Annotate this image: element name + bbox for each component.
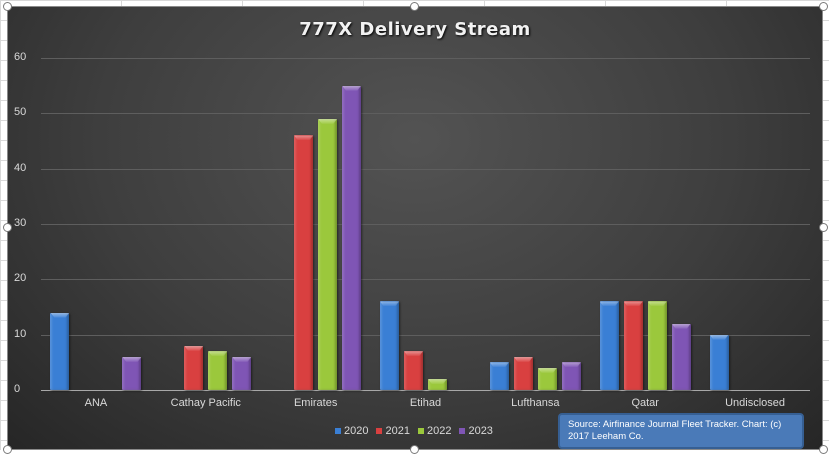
x-category-label: Etihad xyxy=(409,397,442,409)
x-category-label: Lufthansa xyxy=(511,397,560,409)
bar-lufthansa-2023[interactable] xyxy=(561,362,581,390)
bar-undisclosed-2020[interactable] xyxy=(709,334,729,390)
gridline xyxy=(41,168,810,170)
resize-handle-top-left[interactable] xyxy=(3,2,12,11)
source-note-box[interactable]: Source: Airfinance Journal Fleet Tracker… xyxy=(558,413,804,449)
chart-title[interactable]: 777X Delivery Stream xyxy=(299,19,531,40)
legend-label: 2021 xyxy=(385,425,410,437)
x-category-label: Qatar xyxy=(631,397,659,409)
bar-etihad-2020[interactable] xyxy=(380,301,399,390)
x-category-label: Emirates xyxy=(293,397,338,409)
x-category-label: Undisclosed xyxy=(725,397,786,409)
y-tick-label: 20 xyxy=(14,272,27,285)
y-tick-label: 60 xyxy=(14,51,27,63)
bar-cathay-pacific-2023[interactable] xyxy=(232,356,252,390)
legend-item-2023[interactable]: 2023 xyxy=(459,425,493,437)
legend-label: 2022 xyxy=(426,425,452,437)
legend-swatch-icon xyxy=(459,428,466,434)
x-axis-line xyxy=(41,390,810,391)
gridline xyxy=(41,113,810,115)
bar-lufthansa-2021[interactable] xyxy=(513,356,533,390)
legend-swatch-icon xyxy=(376,428,383,434)
source-note-line2: 2017 Leeham Co. xyxy=(568,431,644,442)
legend-item-2020[interactable]: 2020 xyxy=(335,425,368,437)
y-tick-label: 50 xyxy=(14,106,27,119)
y-tick-label: 0 xyxy=(14,383,21,395)
legend-swatch-icon xyxy=(417,428,424,434)
bar-lufthansa-2022[interactable] xyxy=(537,367,557,390)
source-note-line1: Source: Airfinance Journal Fleet Tracker… xyxy=(568,419,782,430)
bar-etihad-2022[interactable] xyxy=(428,378,447,390)
gridline xyxy=(41,58,810,59)
legend[interactable]: 2020 2021 2022 2023 xyxy=(335,425,493,437)
y-tick-label: 30 xyxy=(14,217,27,229)
bar-ana-2020[interactable] xyxy=(50,312,70,390)
legend-label: 2023 xyxy=(468,425,493,437)
legend-item-2021[interactable]: 2021 xyxy=(376,425,410,437)
x-category-label: Cathay Pacific xyxy=(170,397,241,409)
resize-handle-top-right[interactable] xyxy=(819,2,828,11)
bar-ana-2023[interactable] xyxy=(122,356,142,390)
gridline xyxy=(41,334,810,336)
gridline xyxy=(41,279,810,281)
resize-handle-right[interactable] xyxy=(819,223,828,232)
bar-qatar-2020[interactable] xyxy=(599,301,619,390)
bar-etihad-2021[interactable] xyxy=(404,351,423,390)
legend-swatch-icon xyxy=(335,428,341,434)
bar-qatar-2021[interactable] xyxy=(623,301,643,390)
resize-handle-top[interactable] xyxy=(410,2,419,11)
bar-qatar-2022[interactable] xyxy=(647,301,667,390)
y-tick-label: 10 xyxy=(14,327,27,340)
bar-emirates-2022[interactable] xyxy=(318,118,338,390)
gridline xyxy=(41,224,810,225)
bar-cathay-pacific-2021[interactable] xyxy=(184,345,204,390)
resize-handle-left[interactable] xyxy=(3,223,12,232)
bar-qatar-2023[interactable] xyxy=(671,323,691,390)
bar-emirates-2023[interactable] xyxy=(342,85,362,390)
bar-cathay-pacific-2022[interactable] xyxy=(208,351,228,390)
chart-area[interactable]: 777X Delivery Stream 0 10 20 30 40 50 60 ANA Cat… xyxy=(7,6,823,450)
legend-item-2022[interactable]: 2022 xyxy=(417,425,452,437)
bar-lufthansa-2020[interactable] xyxy=(489,362,509,390)
x-category-label: ANA xyxy=(84,397,108,409)
bar-emirates-2021[interactable] xyxy=(294,135,314,390)
legend-label: 2020 xyxy=(344,425,369,437)
y-tick-label: 40 xyxy=(14,161,27,174)
plot-area[interactable]: 0 10 20 30 40 50 60 ANA Cathay Pacific Emirates Et… xyxy=(14,51,810,409)
